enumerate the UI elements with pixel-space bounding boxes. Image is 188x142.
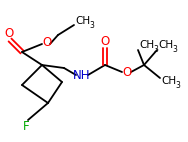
Text: CH: CH — [75, 16, 91, 26]
Text: O: O — [42, 36, 52, 49]
Text: O: O — [100, 35, 110, 48]
Text: CH: CH — [161, 76, 177, 86]
Text: 3: 3 — [176, 81, 180, 89]
Text: CH: CH — [139, 40, 155, 50]
Text: F: F — [23, 121, 29, 133]
Text: O: O — [122, 65, 132, 79]
Text: NH: NH — [73, 68, 91, 82]
Text: CH: CH — [158, 40, 174, 50]
Text: 3: 3 — [89, 20, 94, 30]
Text: O: O — [4, 27, 14, 39]
Text: 3: 3 — [154, 44, 158, 54]
Text: 3: 3 — [173, 44, 177, 54]
